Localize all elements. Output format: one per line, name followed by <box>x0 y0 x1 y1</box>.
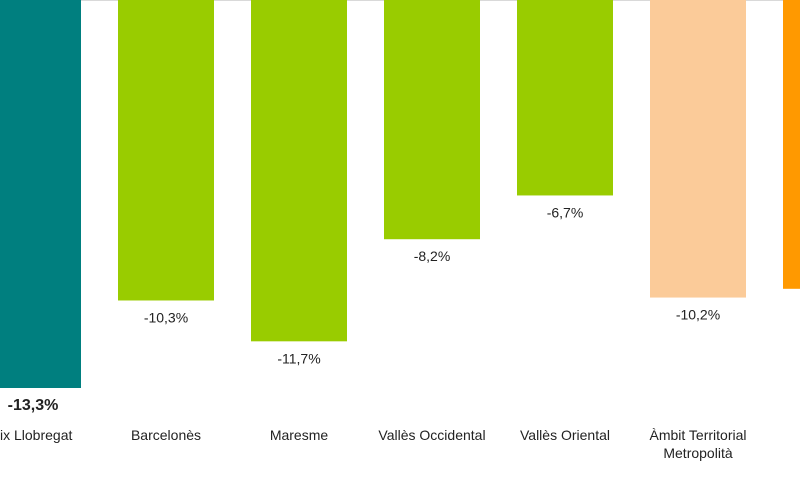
value-label-4: -6,7% <box>547 204 584 220</box>
category-label-5: Àmbit Territorial Metropolità <box>649 427 747 461</box>
value-label-3: -8,2% <box>414 248 451 264</box>
value-label-2: -11,7% <box>277 350 320 366</box>
bar-2 <box>251 0 347 342</box>
value-label-0: -13,3% <box>8 397 59 414</box>
category-label-4: Vallès Oriental <box>519 427 610 443</box>
value-label-1: -10,3% <box>144 309 188 325</box>
bar-1 <box>118 0 214 301</box>
bar-6 <box>783 0 800 289</box>
category-label-2: Maresme <box>269 427 329 443</box>
bar-5 <box>650 0 746 298</box>
bar-4 <box>517 0 613 196</box>
bar-0 <box>0 0 81 388</box>
value-label-5: -10,2% <box>676 307 720 323</box>
category-label-1: Barcelonès <box>130 427 202 443</box>
bar-3 <box>384 0 480 240</box>
category-label-0: ix Llobregat <box>0 427 73 443</box>
category-label-3: Vallès Occidental <box>378 427 486 443</box>
